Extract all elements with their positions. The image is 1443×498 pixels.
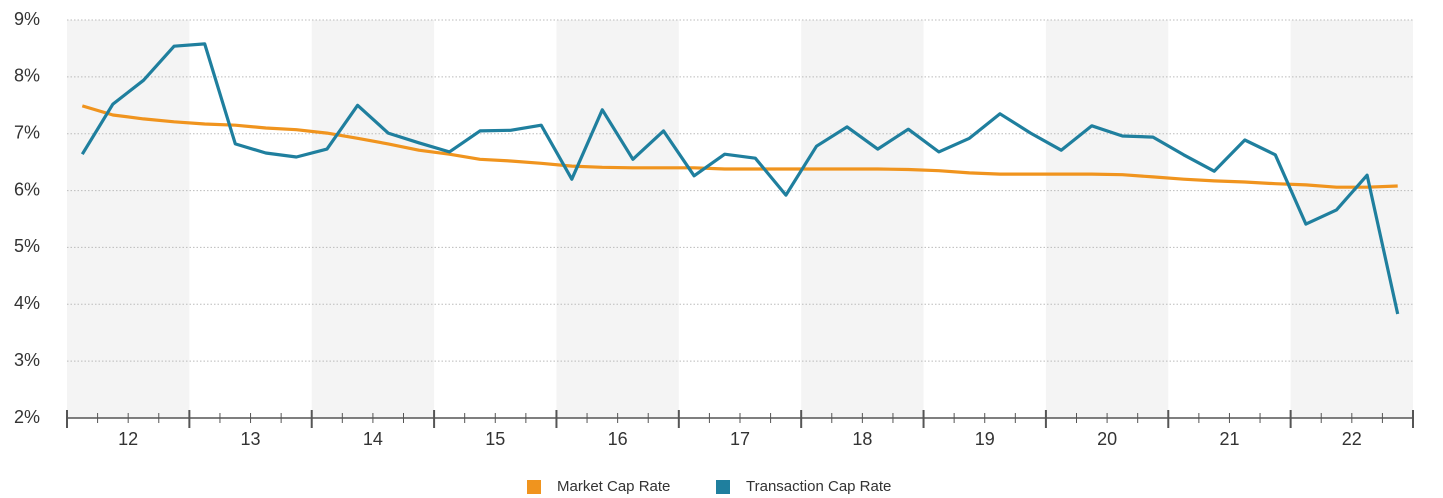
year-band [67,20,190,418]
x-tick-label: 20 [1097,429,1117,449]
year-band [1290,20,1413,418]
y-tick-label: 6% [14,179,40,199]
x-tick-label: 13 [241,429,261,449]
series-line [80,42,1400,315]
x-tick-label: 15 [485,429,505,449]
legend-label: Transaction Cap Rate [746,478,891,495]
legend-swatch [716,480,730,494]
y-tick-label: 8% [14,66,40,86]
year-band [801,20,924,418]
x-tick-label: 16 [608,429,628,449]
legend-swatch [527,480,541,494]
year-band [311,20,435,418]
x-tick-label: 19 [975,429,995,449]
x-tick-label: 22 [1342,429,1362,449]
y-tick-label: 7% [14,122,40,142]
series-line [81,104,1398,189]
legend-label: Market Cap Rate [557,478,670,495]
x-tick-label: 21 [1219,429,1239,449]
x-tick-label: 17 [730,429,750,449]
y-tick-label: 9% [14,9,40,29]
year-band [556,20,679,418]
x-tick-label: 12 [118,429,138,449]
x-tick-label: 14 [363,429,383,449]
year-band [1045,20,1169,418]
x-tick-label: 18 [852,429,872,449]
y-tick-label: 4% [14,293,40,313]
y-tick-label: 3% [14,350,40,370]
y-tick-label: 5% [14,236,40,256]
y-tick-label: 2% [14,407,40,427]
